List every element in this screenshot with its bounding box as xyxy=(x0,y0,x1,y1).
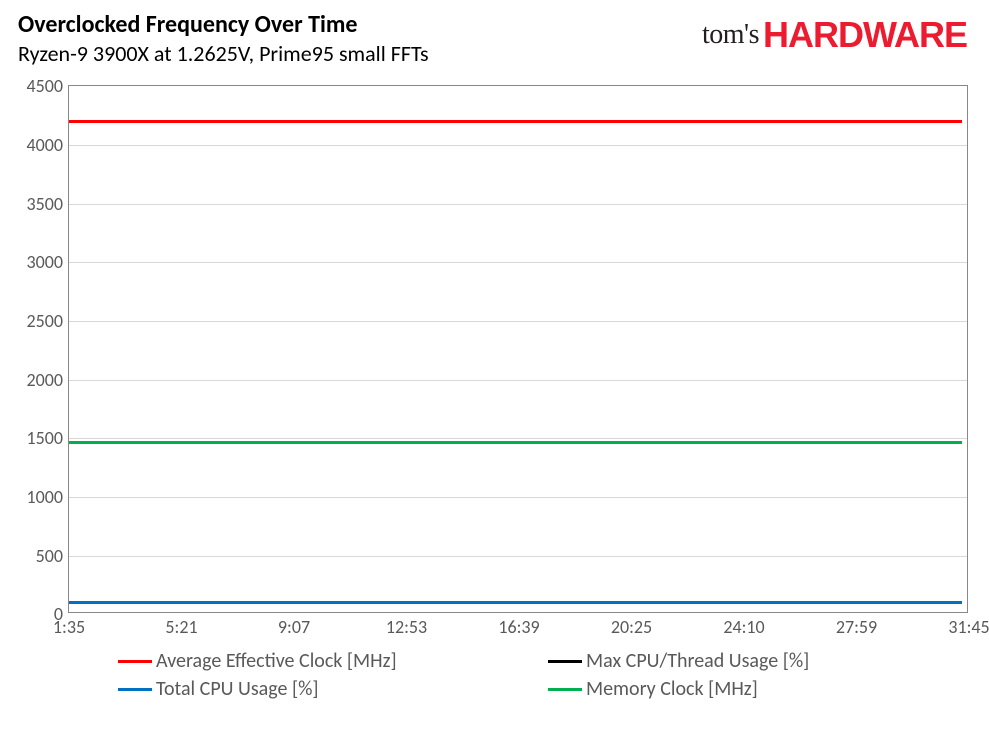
legend-item-max_cpu_thread: Max CPU/Thread Usage [%] xyxy=(548,649,958,673)
y-tick-label: 3000 xyxy=(27,251,70,273)
gridline xyxy=(69,438,967,439)
legend-item-avg_eff_clock: Average Effective Clock [MHz] xyxy=(118,649,528,673)
x-tick-label: 27:59 xyxy=(836,612,877,638)
y-tick-label: 2000 xyxy=(27,369,70,391)
legend-label: Total CPU Usage [%] xyxy=(156,677,319,701)
header: Overclocked Frequency Over Time Ryzen-9 … xyxy=(18,12,971,67)
y-tick-label: 4500 xyxy=(27,75,70,97)
y-tick-label: 2500 xyxy=(27,310,70,332)
legend-swatch xyxy=(118,688,152,691)
y-tick-label: 1500 xyxy=(27,427,70,449)
x-tick-label: 1:35 xyxy=(53,612,85,638)
x-tick-label: 5:21 xyxy=(165,612,197,638)
logo-prefix: tom's xyxy=(702,19,759,51)
gridline xyxy=(69,497,967,498)
x-tick-label: 31:45 xyxy=(948,612,989,638)
legend-swatch xyxy=(118,660,152,663)
series-line-avg_eff_clock xyxy=(69,120,962,123)
legend-label: Average Effective Clock [MHz] xyxy=(156,649,397,673)
y-tick-label: 1000 xyxy=(27,486,70,508)
x-tick-label: 24:10 xyxy=(723,612,764,638)
chart-subtitle: Ryzen-9 3900X at 1.2625V, Prime95 small … xyxy=(18,40,429,67)
legend-item-total_cpu: Total CPU Usage [%] xyxy=(118,677,528,701)
x-tick-label: 20:25 xyxy=(611,612,652,638)
gridline xyxy=(69,556,967,557)
x-tick-label: 16:39 xyxy=(498,612,539,638)
x-tick-label: 12:53 xyxy=(386,612,427,638)
legend-swatch xyxy=(548,688,582,691)
chart-area: 0500100015002000250030003500400045001:35… xyxy=(18,75,971,685)
y-tick-label: 4000 xyxy=(27,134,70,156)
gridline xyxy=(69,380,967,381)
x-tick-label: 9:07 xyxy=(278,612,310,638)
gridline xyxy=(69,262,967,263)
legend: Average Effective Clock [MHz] Max CPU/Thr… xyxy=(98,643,968,701)
legend-label: Max CPU/Thread Usage [%] xyxy=(586,649,809,673)
gridline xyxy=(69,321,967,322)
title-block: Overclocked Frequency Over Time Ryzen-9 … xyxy=(18,12,429,67)
gridline xyxy=(69,145,967,146)
series-line-total_cpu xyxy=(69,601,962,604)
chart-container: Overclocked Frequency Over Time Ryzen-9 … xyxy=(0,0,989,741)
y-tick-label: 3500 xyxy=(27,193,70,215)
plot-area: 0500100015002000250030003500400045001:35… xyxy=(68,85,968,613)
legend-label: Memory Clock [MHz] xyxy=(586,677,758,701)
chart-title: Overclocked Frequency Over Time xyxy=(18,12,429,38)
logo-main: HARDWARE xyxy=(763,14,967,56)
legend-item-mem_clock: Memory Clock [MHz] xyxy=(548,677,958,701)
legend-swatch xyxy=(548,660,582,663)
toms-hardware-logo: tom's HARDWARE xyxy=(702,12,971,56)
gridline xyxy=(69,204,967,205)
series-line-mem_clock xyxy=(69,441,962,444)
y-tick-label: 500 xyxy=(36,545,69,567)
